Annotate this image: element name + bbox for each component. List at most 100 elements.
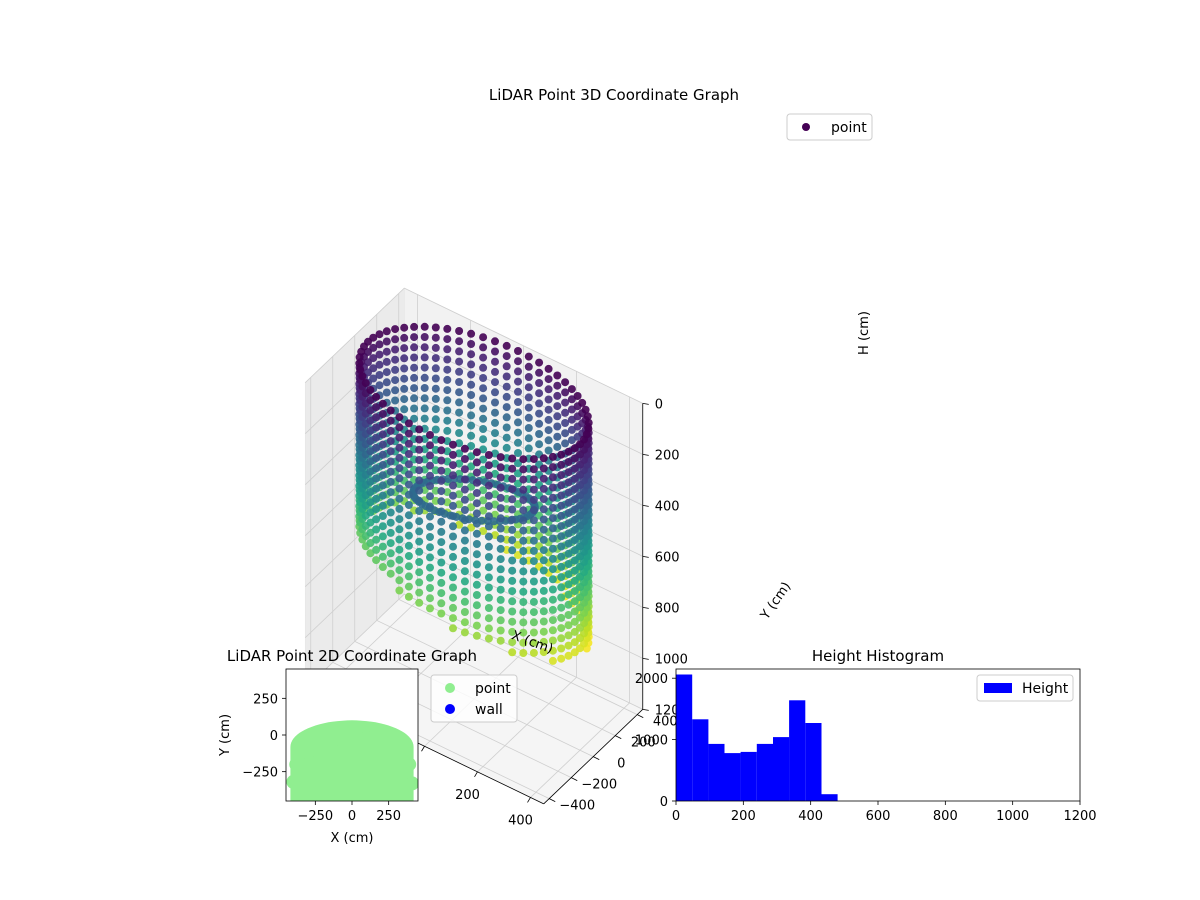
point-3d <box>544 405 553 414</box>
point-3d <box>455 378 464 386</box>
chart-2d: LiDAR Point 2D Coordinate Graph −250 0 250… <box>218 647 518 846</box>
point-3d <box>415 466 424 475</box>
point-3d <box>519 475 528 484</box>
point-3d <box>535 379 544 387</box>
histogram-legend-label: Height <box>1022 681 1069 697</box>
point-3d <box>557 593 566 602</box>
y-tick <box>549 798 556 802</box>
point-3d <box>561 419 570 427</box>
point-3d <box>484 532 493 541</box>
point-3d <box>535 368 544 377</box>
point-3d <box>386 488 395 497</box>
point-3d <box>415 547 424 556</box>
point-3d <box>455 449 464 458</box>
point-3d <box>426 431 434 439</box>
histogram-x-tick-label: 600 <box>866 809 891 824</box>
point-3d <box>395 545 404 554</box>
y-tick <box>615 735 622 739</box>
point-3d <box>431 384 440 393</box>
point-3d <box>539 515 548 524</box>
point-3d <box>455 367 464 376</box>
point-3d <box>548 473 557 482</box>
x-tick-label-2d: −250 <box>297 809 333 824</box>
point-3d <box>564 447 573 456</box>
point-3d <box>426 482 434 490</box>
point-3d <box>449 614 457 623</box>
point-3d <box>426 492 434 501</box>
point-3d <box>467 431 476 440</box>
y-tick-label: −200 <box>581 778 617 793</box>
histogram-bar <box>756 743 773 801</box>
point-3d <box>426 451 434 460</box>
point-3d <box>502 372 511 381</box>
point-3d <box>467 493 476 501</box>
point-3d <box>548 575 557 584</box>
point-3d <box>508 597 517 606</box>
point-3d <box>443 345 452 354</box>
point-3d <box>437 507 446 516</box>
point-3d <box>437 609 446 618</box>
y-tick <box>571 777 578 781</box>
point-3d <box>426 573 434 582</box>
point-3d <box>479 343 488 352</box>
point-3d <box>449 461 457 470</box>
point-3d <box>415 517 424 526</box>
z-tick <box>642 504 649 507</box>
x-tick-label-2d: 250 <box>376 809 401 824</box>
point-3d <box>539 505 548 514</box>
point-3d <box>570 587 579 596</box>
point-3d <box>544 364 553 373</box>
point-3d <box>557 634 566 643</box>
point-3d <box>400 405 409 414</box>
point-3d <box>460 506 469 514</box>
point-3d <box>431 425 440 434</box>
point-3d <box>514 387 522 396</box>
point-3d <box>570 536 579 545</box>
point-3d <box>375 360 384 369</box>
point-3d <box>514 418 522 427</box>
point-3d <box>437 436 446 445</box>
point-3d <box>472 468 481 477</box>
chart-2d-title: LiDAR Point 2D Coordinate Graph <box>227 647 477 665</box>
point-3d <box>449 481 457 490</box>
chart-3d-points <box>355 322 593 665</box>
point-3d <box>404 439 413 448</box>
y-tick <box>593 756 600 760</box>
point-3d <box>443 406 452 415</box>
point-3d <box>484 491 493 500</box>
y-tick-label-2d: 0 <box>270 729 278 744</box>
point-3d <box>539 525 548 534</box>
point-3d <box>472 560 481 569</box>
point-3d <box>519 485 528 494</box>
histogram-bar <box>692 719 709 801</box>
point-3d <box>519 608 528 617</box>
point-3d <box>372 423 381 432</box>
point-3d <box>391 365 400 374</box>
point-3d <box>479 486 488 495</box>
point-3d <box>386 426 395 435</box>
point-3d <box>508 525 517 534</box>
point-3d <box>386 518 395 527</box>
point-3d <box>544 375 553 384</box>
histogram-y-tick-label: 1000 <box>635 734 668 749</box>
grid-z-left <box>304 542 405 638</box>
z-tick <box>642 555 649 558</box>
point-3d <box>484 451 493 459</box>
point-3d <box>508 515 517 524</box>
point-3d <box>479 353 488 362</box>
point-3d <box>467 340 476 348</box>
chart-2d-legend-marker-wall <box>445 704 455 714</box>
point-3d <box>491 418 499 427</box>
point-3d <box>449 501 457 510</box>
point-3d <box>431 364 440 373</box>
point-3d <box>455 327 464 335</box>
z-tick-label: 400 <box>655 499 680 514</box>
point-3d <box>508 576 517 585</box>
point-3d <box>557 481 566 490</box>
point-3d <box>426 604 434 613</box>
point-3d <box>479 414 488 423</box>
point-3d <box>472 570 481 579</box>
point-3d <box>539 535 548 544</box>
point-3d <box>431 405 440 414</box>
point-3d <box>415 507 424 515</box>
